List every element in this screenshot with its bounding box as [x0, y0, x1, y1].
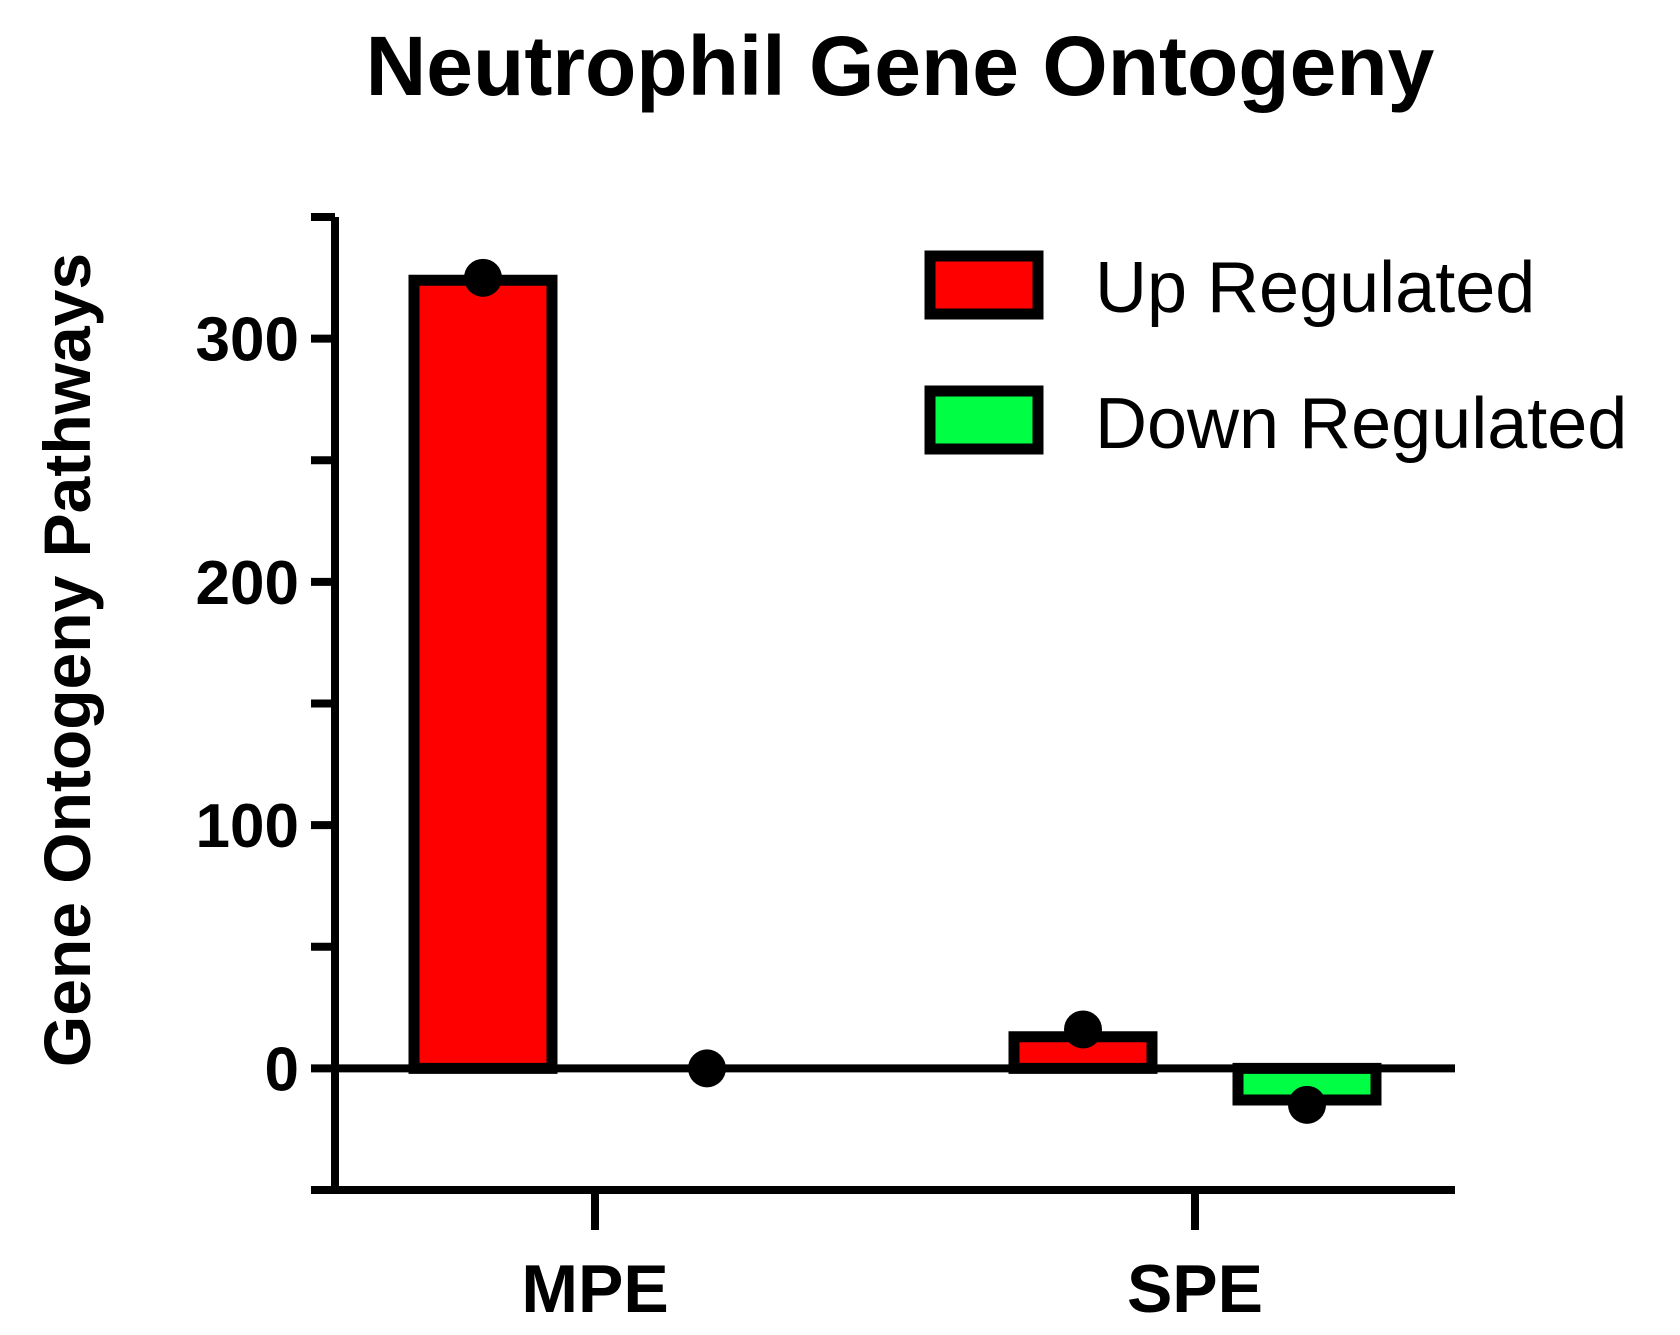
- legend-label-down-regulated: Down Regulated: [1095, 384, 1627, 464]
- bar-mpe-up-regulated: [408, 274, 558, 1074]
- point-mpe-up-regulated: [464, 258, 502, 297]
- legend-swatch-up-regulated: [924, 250, 1044, 320]
- point-mpe-down-regulated: [688, 1049, 726, 1088]
- point-spe-up-regulated: [1064, 1010, 1102, 1049]
- points: [464, 258, 1326, 1124]
- legend: Up Regulated Down Regulated: [924, 248, 1627, 464]
- y-tick-label: 100: [196, 792, 299, 861]
- point-spe-down-regulated: [1288, 1085, 1326, 1124]
- y-tick-label: 200: [196, 549, 299, 618]
- y-tick-label: 300: [196, 306, 299, 375]
- y-axis: 0 100 200 300: [196, 213, 339, 1194]
- legend-label-up-regulated: Up Regulated: [1095, 248, 1535, 328]
- y-axis-label: Gene Ontogeny Pathways: [30, 253, 104, 1067]
- x-category-label-mpe: MPE: [521, 1251, 668, 1327]
- legend-swatch-down-regulated: [924, 385, 1044, 455]
- x-axis: MPE SPE: [311, 1186, 1455, 1327]
- x-category-label-spe: SPE: [1127, 1251, 1263, 1327]
- chart-title: Neutrophil Gene Ontogeny: [366, 19, 1435, 113]
- y-tick-label: 0: [265, 1035, 299, 1104]
